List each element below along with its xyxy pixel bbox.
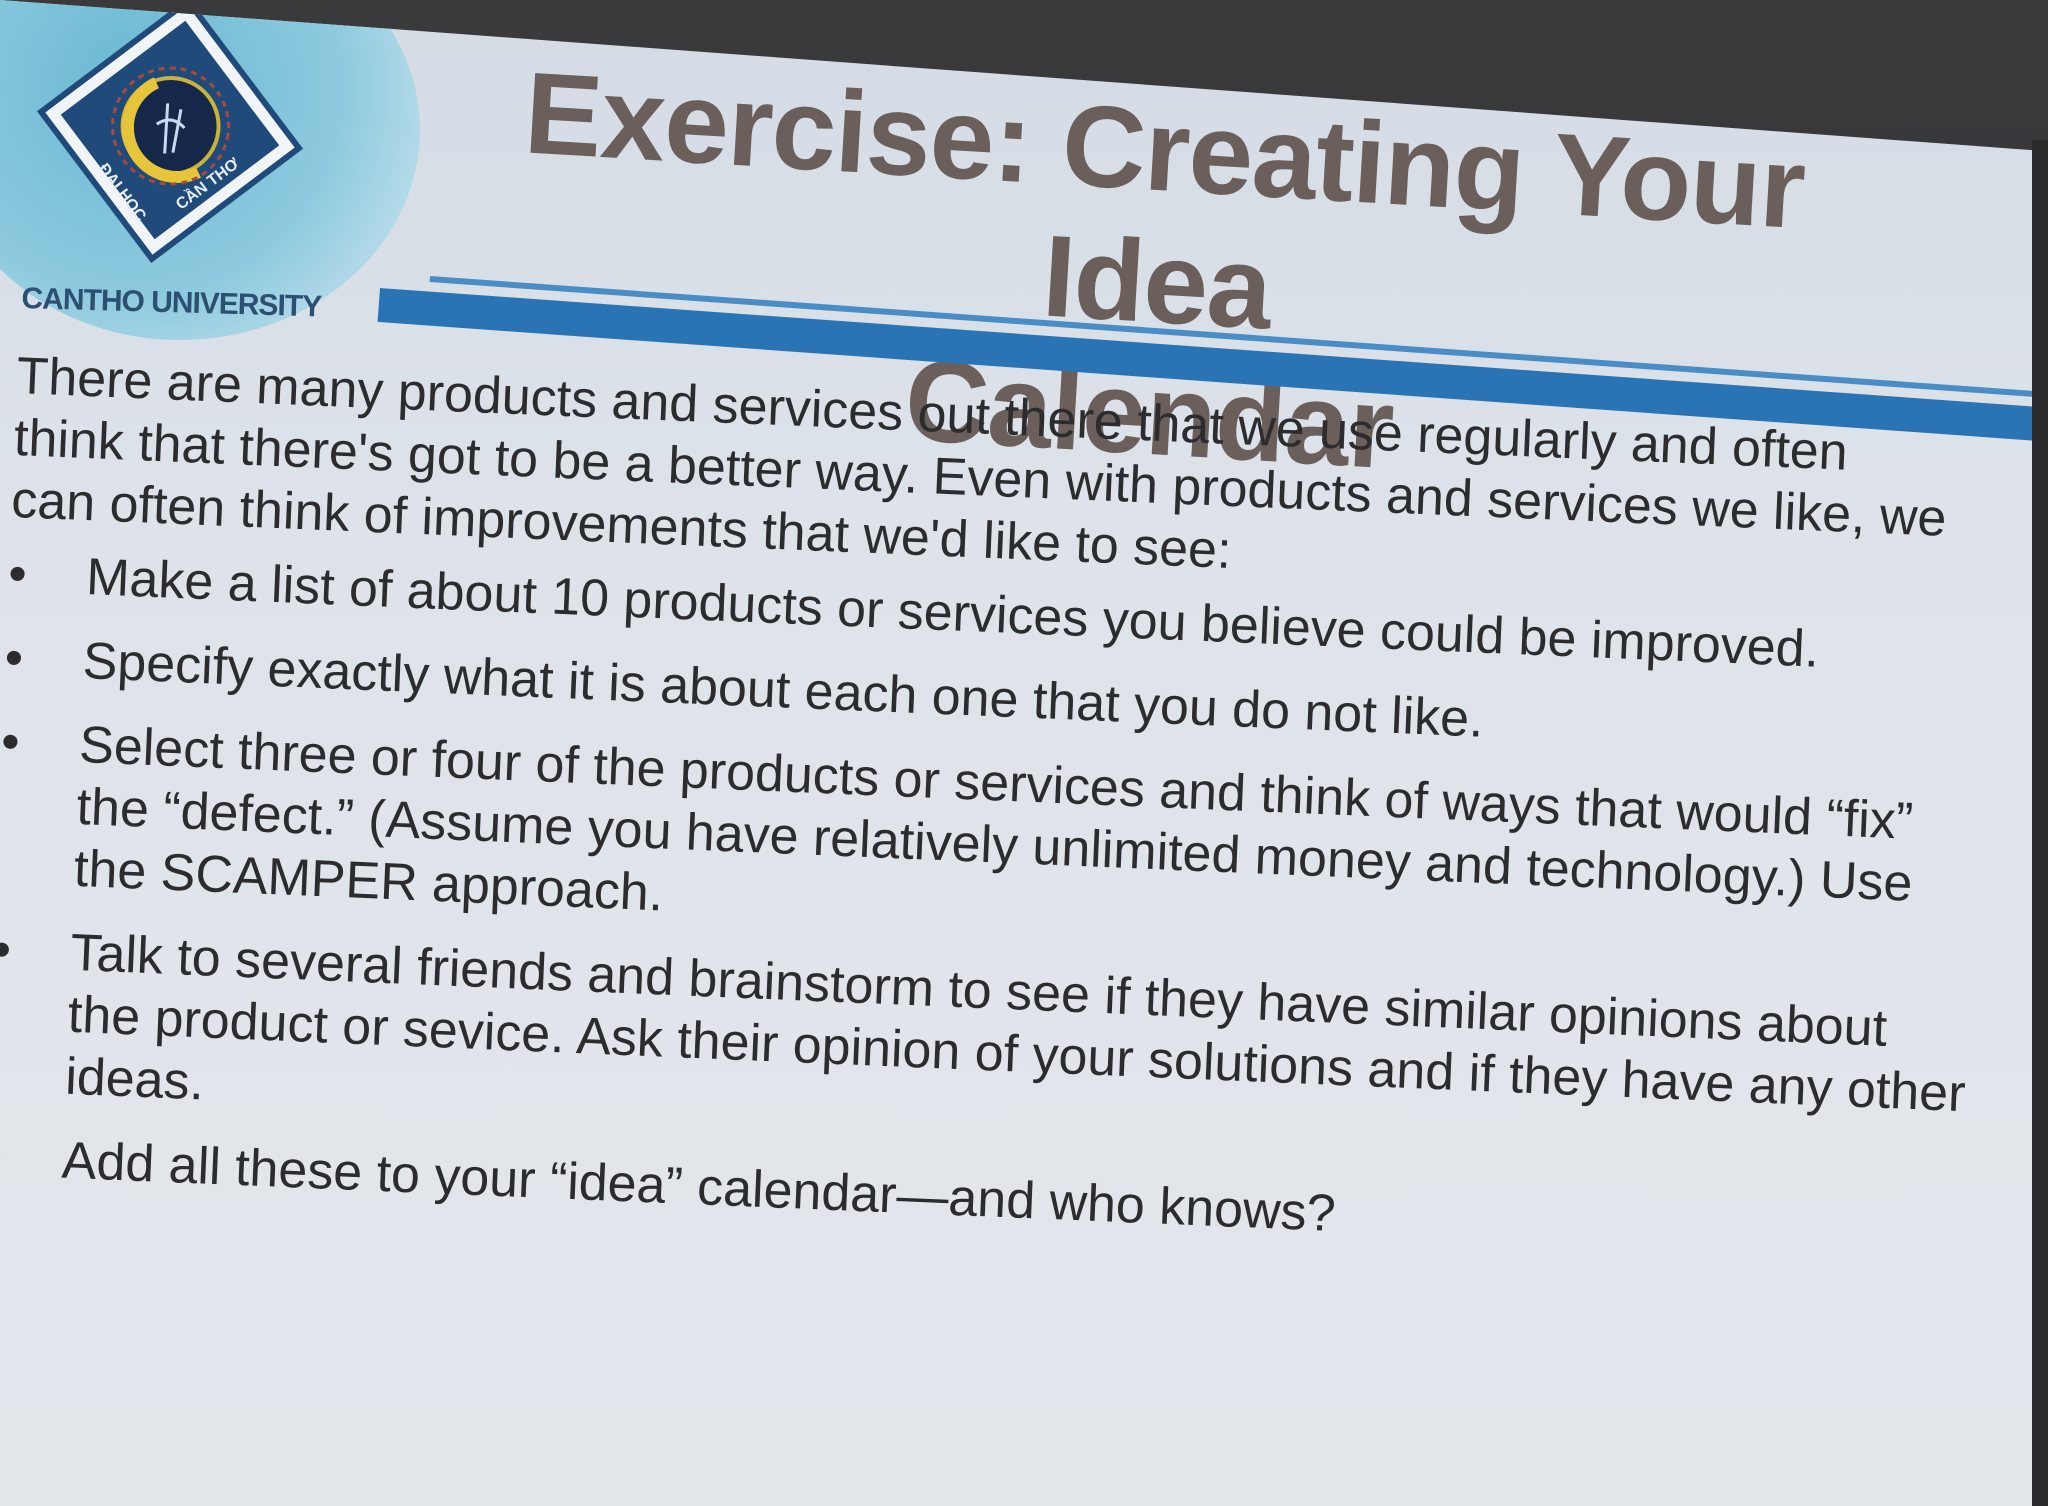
bullet-dot: •: [0, 712, 21, 772]
slide-body: There are many products and services out…: [0, 345, 2006, 1294]
bullet-dot: •: [3, 628, 25, 688]
bullet-list: • Make a list of about 10 products or se…: [0, 543, 1998, 1272]
bullet-dot: •: [7, 544, 28, 604]
bullet-dot: •: [0, 920, 13, 980]
university-emblem-icon: ĐẠI HỌC CẦN THƠ: [36, 0, 304, 264]
bullet-dot: •: [0, 1128, 4, 1188]
screen-frame-edge: [2032, 140, 2048, 1506]
university-name: CANTHO UNIVERSITY: [21, 282, 322, 324]
